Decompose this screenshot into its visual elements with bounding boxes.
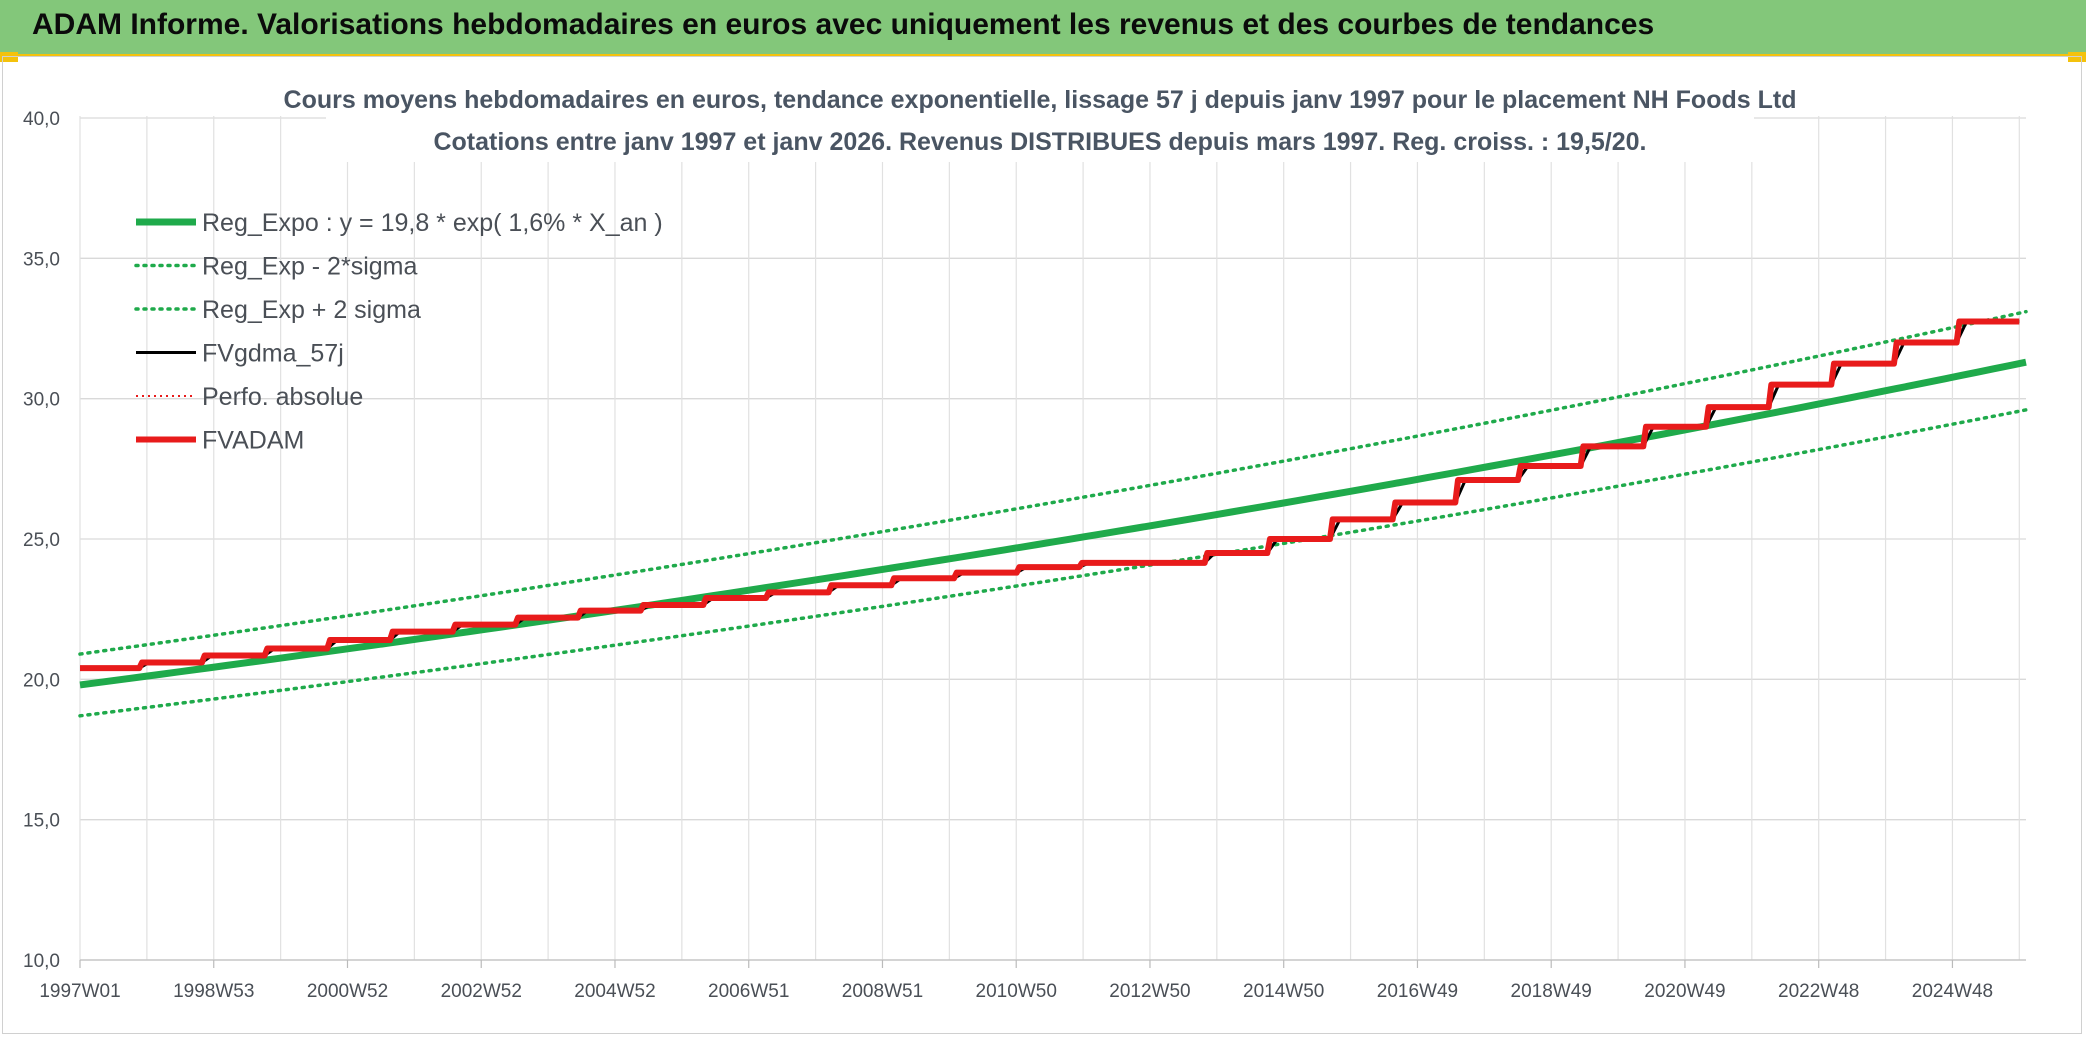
y-tick-label: 10,0 xyxy=(23,951,60,972)
x-tick-label: 2004W52 xyxy=(574,981,655,1002)
y-tick-label: 25,0 xyxy=(23,530,60,551)
corner-accent-left xyxy=(0,52,18,62)
x-tick-label: 2010W50 xyxy=(976,981,1057,1002)
legend-label-4: Perfo. absolue xyxy=(202,383,363,411)
x-tick-label: 2000W52 xyxy=(307,981,388,1002)
y-tick-label: 35,0 xyxy=(23,249,60,270)
chart-title-background xyxy=(326,80,1754,162)
chart-axes: 10,0 15,0 20,0 25,0 30,0 35,0 40,0 1997W01 1998W… xyxy=(23,109,2026,1002)
x-tick-label: 2024W48 xyxy=(1912,981,1993,1002)
series-5-line xyxy=(80,318,2020,672)
y-tick-label: 20,0 xyxy=(23,670,60,691)
chart-title-line-1: Cours moyens hebdomadaires en euros, ten… xyxy=(284,86,1797,114)
legend-label-0: Reg_Expo : y = 19,8 * exp( 1,6% * X_an ) xyxy=(202,209,663,237)
x-tick-label: 2020W49 xyxy=(1644,981,1725,1002)
chart-title-block: Cours moyens hebdomadaires en euros, ten… xyxy=(284,80,1797,162)
x-tick-label: 1997W01 xyxy=(39,981,120,1002)
series-2-line xyxy=(78,309,2028,656)
series-0-line xyxy=(79,358,2027,689)
chart-legend: Reg_Expo : y = 19,8 * exp( 1,6% * X_an )… xyxy=(134,209,663,455)
x-tick-label: 2012W50 xyxy=(1109,981,1190,1002)
y-tick-label: 40,0 xyxy=(23,109,60,130)
x-tick-label: 2006W51 xyxy=(708,981,789,1002)
legend-label-1: Reg_Exp - 2*sigma xyxy=(202,253,417,281)
corner-accent-right xyxy=(2068,52,2086,62)
legend-label-2: Reg_Exp + 2 sigma xyxy=(202,296,421,324)
y-tick-label: 15,0 xyxy=(23,811,60,832)
x-tick-label: 2018W49 xyxy=(1511,981,1592,1002)
x-tick-label: 2022W48 xyxy=(1778,981,1859,1002)
y-tick-label: 30,0 xyxy=(23,390,60,411)
report-title: ADAM Informe. Valorisations hebdomadaire… xyxy=(32,8,1655,41)
x-tick-label: 2016W49 xyxy=(1377,981,1458,1002)
chart-grid xyxy=(79,116,2026,961)
legend-label-5: FVADAM xyxy=(202,427,304,455)
legend-label-3: FVgdma_57j xyxy=(202,340,344,368)
report-banner: ADAM Informe. Valorisations hebdomadaire… xyxy=(0,0,2086,56)
chart-title-line-2: Cotations entre janv 1997 et janv 2026. … xyxy=(433,128,1646,156)
x-tick-label: 1998W53 xyxy=(173,981,254,1002)
x-tick-label: 2008W51 xyxy=(842,981,923,1002)
series-1-line xyxy=(78,408,2028,718)
chart-series xyxy=(78,309,2028,718)
x-tick-label: 2002W52 xyxy=(441,981,522,1002)
chart-frame xyxy=(2,56,2082,1034)
x-tick-label: 2014W50 xyxy=(1243,981,1324,1002)
